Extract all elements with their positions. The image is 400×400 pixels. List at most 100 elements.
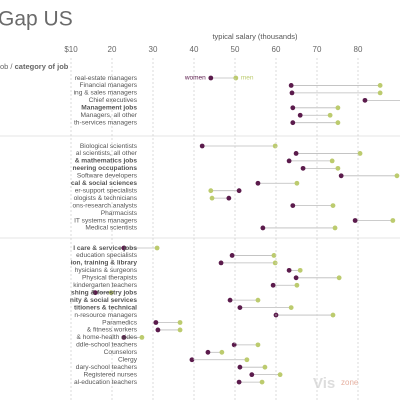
x-tick-label: 70 — [313, 45, 322, 54]
category-header-prefix: ob / — [0, 62, 13, 71]
dot-men — [327, 112, 333, 118]
dot-women — [290, 120, 296, 126]
category-label: dary-school teachers — [76, 364, 138, 371]
dot-women — [153, 320, 159, 325]
category-label: Financial managers — [79, 82, 137, 89]
x-tick-label: 30 — [149, 45, 158, 54]
dot-men — [208, 188, 214, 194]
dot-women — [121, 335, 127, 340]
dot-women — [290, 203, 296, 209]
dot-men — [209, 195, 215, 201]
category-label: Medical scientists — [85, 225, 137, 232]
dot-women — [226, 195, 232, 201]
dot-men — [294, 282, 300, 288]
dot-women — [229, 253, 235, 258]
dot-women — [338, 173, 344, 179]
category-label: & fitness workers — [87, 327, 138, 334]
dot-men — [219, 349, 225, 355]
dot-women — [236, 188, 242, 194]
dot-women — [255, 180, 261, 186]
plot — [92, 75, 400, 385]
dot-men — [154, 245, 160, 251]
dot-men — [255, 342, 261, 348]
dot-men — [277, 372, 283, 378]
dot-women — [297, 112, 303, 118]
dot-women — [286, 158, 292, 164]
dot-men — [177, 320, 183, 325]
category-label: Clergy — [118, 357, 138, 364]
category-label: hysicians & surgeons — [75, 267, 138, 274]
category-label: ologists & technicians — [74, 195, 138, 202]
legend-label: men — [241, 75, 254, 82]
dot-women — [270, 282, 276, 288]
dot-men — [390, 218, 396, 223]
category-label: ons-research analysts — [72, 202, 137, 209]
dot-men — [377, 83, 383, 88]
category-label: neering occupations — [73, 165, 138, 172]
dot-women — [121, 245, 127, 251]
dot-women — [231, 342, 237, 348]
dot-men — [330, 203, 336, 209]
category-header-bold: category of job — [15, 62, 69, 71]
dot-men — [139, 335, 145, 340]
watermark: Vis — [313, 375, 335, 392]
dot-women — [288, 83, 294, 88]
x-tick-label: 60 — [272, 45, 281, 54]
dot-women — [286, 267, 292, 273]
category-label: IT systems managers — [74, 217, 138, 224]
dot-women — [237, 364, 243, 370]
dot-men — [272, 143, 278, 149]
x-tick-label: 40 — [190, 45, 199, 54]
dot-women — [236, 379, 242, 385]
category-label: er-support specialists — [75, 187, 138, 194]
category-label: al scientists, all other — [76, 150, 138, 157]
dot-men — [272, 260, 278, 266]
dot-men — [394, 173, 400, 179]
category-label: Paramedics — [102, 319, 138, 326]
dot-men — [259, 379, 265, 385]
dot-men — [329, 158, 335, 164]
dot-men — [377, 90, 383, 96]
watermark: zone — [341, 378, 359, 387]
dot-women — [155, 327, 161, 333]
dot-women — [289, 90, 295, 96]
dot-women — [208, 75, 214, 81]
dot-women — [249, 372, 255, 378]
dot-men — [255, 297, 261, 303]
category-label: shing & forestry jobs — [71, 289, 137, 296]
category-label: al-education teachers — [74, 379, 138, 386]
x-axis-label: typical salary (thousands) — [212, 32, 298, 41]
category-label: titioners & technical — [74, 304, 137, 311]
category-label: Biological scientists — [80, 143, 138, 150]
dot-men — [288, 305, 294, 310]
dot-men — [335, 165, 341, 171]
dot-women — [362, 97, 368, 103]
dot-men — [244, 357, 250, 363]
dot-women — [293, 275, 299, 281]
dot-men — [271, 253, 277, 258]
x-tick-label: $10 — [64, 45, 78, 54]
dot-men — [336, 275, 342, 281]
x-tick-label: 20 — [108, 45, 117, 54]
category-header: ob / category of job — [0, 62, 69, 71]
dot-men — [262, 364, 268, 370]
category-label: n-resource managers — [74, 312, 137, 319]
dot-men — [233, 75, 239, 81]
category-label: kindergarten teachers — [73, 282, 137, 289]
category-label: Physical therapists — [82, 275, 138, 282]
dot-women — [237, 305, 243, 310]
dot-men — [177, 327, 183, 333]
category-label: Managers, all other — [81, 112, 138, 119]
dot-women — [300, 165, 306, 171]
x-tick-label: 80 — [354, 45, 363, 54]
dot-women — [92, 290, 98, 296]
dot-men — [294, 180, 300, 186]
dot-women — [199, 143, 205, 149]
category-label: l care & service jobs — [73, 245, 137, 252]
category-label: nity & social services — [70, 297, 137, 304]
dot-men — [332, 225, 338, 231]
legend-label: women — [184, 75, 206, 82]
category-label: Registered nurses — [83, 371, 137, 378]
